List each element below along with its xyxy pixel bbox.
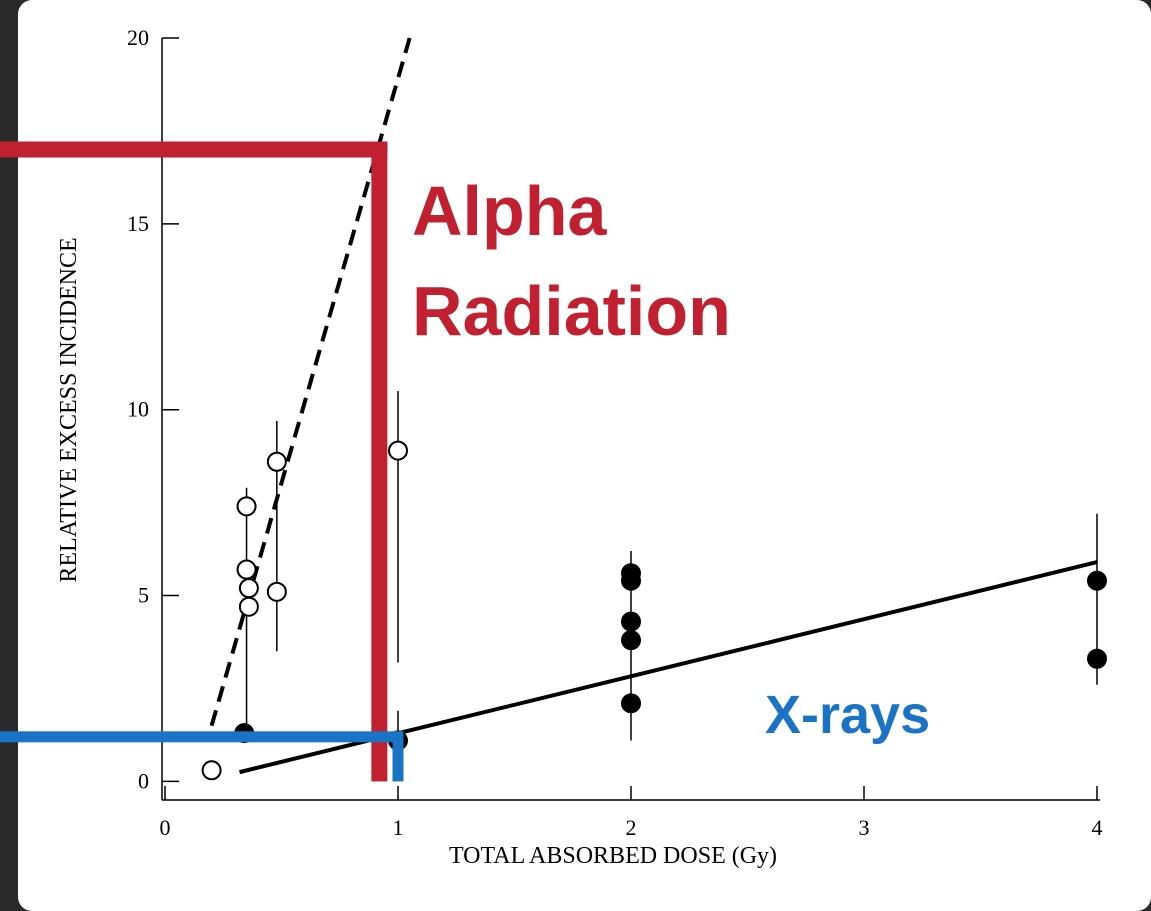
annotation: Alpha	[412, 172, 608, 250]
y-tick-label: 20	[127, 25, 149, 50]
y-tick-label: 5	[138, 583, 149, 608]
data-point	[268, 583, 286, 601]
data-point	[240, 579, 258, 597]
data-point	[622, 572, 640, 590]
x-axis-label: TOTAL ABSORBED DOSE (Gy)	[449, 843, 777, 869]
y-axis-label: RELATIVE EXCESS INCIDENCE	[56, 237, 82, 582]
x-tick-label: 3	[859, 815, 870, 840]
annotation: X-rays	[765, 685, 930, 745]
chart: TOTAL ABSORBED DOSE (Gy) RELATIVE EXCESS…	[0, 0, 1151, 911]
data-point	[238, 497, 256, 515]
data-point	[203, 761, 221, 779]
x-tick-label: 1	[393, 815, 404, 840]
panel	[18, 0, 1151, 911]
data-point	[238, 561, 256, 579]
data-point	[389, 442, 407, 460]
x-tick-label: 0	[160, 815, 171, 840]
data-point	[1088, 572, 1106, 590]
guide-horizontal	[0, 142, 387, 158]
guide-horizontal	[0, 731, 404, 742]
guide-vertical	[393, 731, 404, 781]
guide-vertical	[371, 142, 387, 782]
data-point	[1088, 650, 1106, 668]
data-point	[240, 598, 258, 616]
x-tick-label: 4	[1092, 815, 1103, 840]
y-tick-label: 15	[127, 211, 149, 236]
data-point	[622, 694, 640, 712]
y-tick-label: 10	[127, 397, 149, 422]
x-tick-label: 2	[626, 815, 637, 840]
annotation: Radiation	[412, 272, 731, 350]
data-point	[622, 613, 640, 631]
data-point	[268, 453, 286, 471]
y-tick-label: 0	[138, 768, 149, 793]
data-point	[622, 631, 640, 649]
